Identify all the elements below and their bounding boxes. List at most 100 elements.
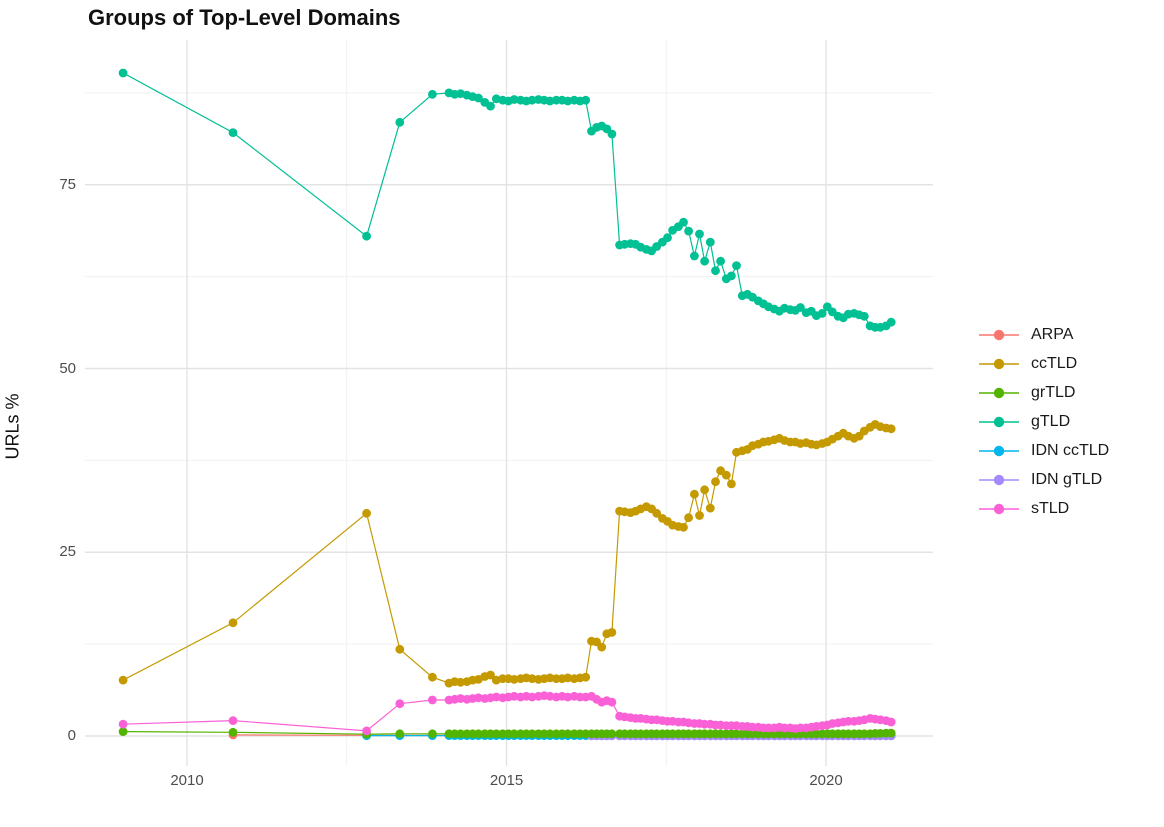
legend-key-stld: [979, 503, 1019, 514]
data-point: [527, 95, 537, 105]
data-point: [118, 719, 128, 729]
data-point: [456, 694, 465, 703]
legend-key-gtld: [979, 416, 1019, 427]
data-point: [228, 716, 238, 725]
data-point: [474, 693, 483, 703]
data-point: [486, 670, 495, 680]
legend-key-idn-cctld: [979, 445, 1019, 456]
y-tick-label: 0: [67, 727, 76, 744]
series-gtld: [118, 68, 896, 332]
legend: ARPA ccTLD grTLD gTLD IDN ccTLD IDN gTLD sTLD: [976, 320, 1109, 523]
data-point: [456, 677, 465, 687]
series-cctld: [118, 420, 896, 688]
data-point: [228, 727, 238, 737]
data-point: [228, 618, 238, 628]
data-point: [456, 729, 465, 739]
data-point: [817, 309, 827, 318]
y-tick-label: 50: [59, 359, 76, 377]
series-stld: [118, 691, 896, 736]
legend-label: IDN ccTLD: [1031, 441, 1110, 459]
data-point: [428, 729, 437, 739]
data-point: [563, 673, 573, 683]
y-tick-label: 75: [59, 175, 76, 193]
data-point: [711, 266, 720, 276]
x-tick-label: 2010: [170, 772, 204, 789]
legend-label: ARPA: [1031, 325, 1074, 343]
y-axis-title: URLs %: [2, 393, 23, 460]
data-point: [362, 508, 371, 518]
legend-label: gTLD: [1031, 412, 1071, 430]
data-point: [705, 237, 715, 247]
data-point: [545, 729, 555, 739]
data-point: [509, 95, 519, 104]
data-point: [395, 117, 405, 127]
data-point: [690, 251, 699, 261]
legend-item-stld: sTLD: [976, 494, 1109, 523]
data-point: [491, 692, 501, 702]
data-point: [684, 226, 693, 236]
chart-title: Groups of Top-Level Domains: [88, 5, 401, 30]
data-point: [509, 691, 519, 701]
data-point: [395, 644, 405, 654]
data-point: [886, 317, 896, 327]
data-point: [607, 628, 617, 637]
legend-key-arpa: [979, 329, 1019, 340]
data-point: [228, 128, 238, 138]
data-point: [695, 229, 704, 239]
data-point: [716, 256, 725, 266]
data-point: [474, 93, 483, 103]
data-point: [428, 672, 437, 682]
data-point: [474, 729, 483, 739]
data-point: [118, 68, 128, 78]
legend-item-idn-cctld: IDN ccTLD: [976, 436, 1109, 465]
data-point: [527, 692, 537, 702]
data-point: [886, 717, 896, 727]
data-point: [607, 129, 617, 139]
data-point: [663, 233, 672, 243]
data-point: [721, 470, 731, 480]
data-point: [700, 256, 709, 266]
legend-item-idn-gtld: IDN gTLD: [976, 465, 1109, 494]
x-tick-label: 2015: [489, 772, 524, 789]
y-tick-label: 25: [59, 543, 76, 561]
data-point: [581, 95, 591, 105]
legend-item-arpa: ARPA: [976, 320, 1109, 349]
data-point: [607, 729, 617, 739]
data-point: [395, 729, 405, 739]
data-point: [886, 424, 896, 434]
data-point: [362, 231, 371, 241]
data-point: [684, 513, 693, 523]
data-point: [679, 217, 688, 227]
legend-label: IDN gTLD: [1031, 470, 1103, 488]
data-point: [652, 508, 662, 518]
legend-key-idn-gtld: [979, 474, 1019, 485]
data-point: [428, 695, 437, 705]
data-point: [597, 642, 607, 652]
data-point: [527, 674, 537, 684]
data-point: [581, 672, 591, 682]
data-point: [700, 485, 709, 495]
data-point: [509, 675, 519, 684]
series-grtld: [118, 727, 896, 739]
data-point: [428, 89, 437, 99]
legend-item-grtld: grTLD: [976, 378, 1109, 407]
legend-item-cctld: ccTLD: [976, 349, 1109, 378]
data-point: [690, 489, 699, 499]
data-point: [695, 511, 704, 520]
legend-item-gtld: gTLD: [976, 407, 1109, 436]
data-point: [491, 729, 501, 739]
legend-key-cctld: [979, 358, 1019, 369]
legend-label: sTLD: [1031, 499, 1070, 517]
data-point: [607, 697, 617, 707]
data-point: [563, 96, 573, 106]
data-point: [705, 503, 715, 513]
data-point: [509, 729, 519, 739]
data-point: [563, 729, 573, 739]
data-point: [118, 727, 128, 736]
data-point: [727, 479, 736, 489]
legend-key-grtld: [979, 387, 1019, 398]
data-point: [362, 726, 371, 736]
data-point: [711, 477, 720, 487]
